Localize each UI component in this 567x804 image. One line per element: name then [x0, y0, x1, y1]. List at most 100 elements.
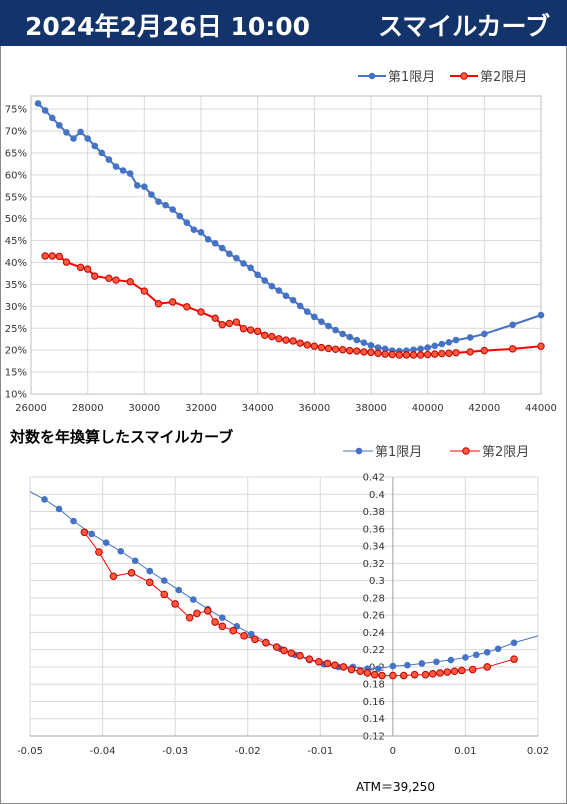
data-point	[254, 271, 261, 279]
x-tick-label: 34000	[242, 403, 274, 414]
data-point	[83, 265, 92, 273]
data-point	[339, 663, 348, 671]
data-point	[126, 278, 134, 286]
data-point	[438, 340, 446, 348]
data-point	[402, 351, 411, 359]
y-tick-label: 0.3	[369, 576, 385, 587]
legend-marker	[355, 447, 363, 455]
data-point	[225, 319, 234, 328]
y-tick-label: 55%	[5, 192, 27, 203]
data-point	[88, 530, 95, 538]
legend-label: 第2限月	[480, 70, 527, 85]
data-point	[424, 344, 431, 351]
data-point	[346, 333, 354, 341]
x-tick-label: 36000	[298, 403, 330, 414]
data-point	[176, 212, 184, 220]
data-point	[240, 260, 247, 267]
data-point	[346, 346, 354, 355]
data-point	[148, 191, 155, 198]
data-point	[183, 303, 191, 311]
data-point	[289, 296, 297, 304]
data-point	[169, 206, 176, 213]
data-point	[318, 318, 325, 325]
y-tick-label: 0.18	[363, 680, 385, 691]
data-point	[119, 167, 127, 174]
data-point	[211, 314, 219, 322]
data-point	[537, 311, 545, 319]
data-point	[431, 350, 439, 358]
data-point	[109, 572, 118, 581]
data-point	[367, 348, 375, 357]
data-point	[510, 639, 518, 647]
data-point	[462, 654, 469, 661]
data-point	[105, 274, 113, 283]
data-point	[112, 163, 120, 170]
data-point	[133, 182, 141, 189]
y-tick-label: 75%	[5, 105, 27, 116]
data-point	[91, 272, 99, 280]
data-point	[141, 183, 148, 191]
data-point	[160, 590, 169, 599]
legend-label: 第1限月	[388, 70, 435, 85]
data-point	[445, 349, 453, 357]
data-point	[193, 609, 201, 618]
data-point	[41, 252, 49, 260]
y-tick-label: 60%	[5, 170, 27, 181]
data-point	[248, 630, 255, 638]
y-tick-label: 0.12	[363, 732, 385, 743]
data-point	[41, 107, 49, 114]
data-point	[282, 336, 290, 344]
data-point	[168, 298, 177, 306]
data-point	[367, 342, 375, 349]
y-tick-label: 0.24	[363, 628, 385, 639]
data-point	[370, 670, 379, 679]
legend-marker	[460, 72, 468, 80]
data-point	[131, 557, 139, 565]
data-point	[452, 349, 460, 357]
data-point	[253, 327, 262, 336]
data-point	[41, 496, 48, 503]
legend-marker	[462, 447, 470, 455]
data-point	[404, 661, 411, 669]
x-tick-label: 26000	[15, 403, 47, 414]
data-point	[91, 142, 99, 150]
data-point	[303, 341, 311, 349]
data-point	[162, 201, 169, 209]
data-point	[275, 287, 283, 294]
data-point	[323, 659, 332, 668]
x-tick-label: -0.01	[307, 746, 333, 757]
x-tick-label: 38000	[355, 403, 387, 414]
x-tick-label: 0	[390, 746, 396, 757]
data-point	[331, 345, 340, 353]
data-point	[421, 670, 430, 679]
data-point	[375, 665, 382, 672]
data-point	[185, 613, 194, 622]
data-point	[303, 308, 311, 315]
y-tick-label: 0.28	[363, 593, 385, 604]
data-point	[204, 236, 212, 243]
data-point	[155, 198, 162, 205]
data-point	[360, 348, 368, 356]
data-point	[140, 287, 149, 295]
data-point	[445, 338, 453, 346]
header-date: 2024年2月26日 10:00	[25, 12, 311, 41]
data-point	[315, 657, 323, 666]
data-point	[473, 651, 480, 659]
data-point	[438, 349, 446, 358]
data-point	[296, 339, 304, 347]
data-point	[332, 326, 339, 334]
log-annualized-smile-chart: -0.05 -0.04 -0.03 -0.02 -0.01 0 0.01 0.02 0.12 0.…	[17, 445, 549, 757]
smile-curve-chart: 26000 28000 30000 32000 34000 36000 38000 40000…	[5, 70, 557, 414]
data-point	[317, 343, 326, 352]
data-point	[399, 671, 408, 680]
data-point	[183, 219, 191, 226]
y-tick-label: 25%	[5, 324, 27, 335]
data-point	[287, 649, 296, 657]
data-point	[218, 321, 226, 329]
x-tick-label: 0.01	[454, 746, 476, 757]
data-point	[55, 252, 64, 261]
y-tick-label: 35%	[5, 280, 27, 291]
series-line	[37, 102, 542, 353]
data-point	[296, 651, 304, 660]
data-point	[381, 345, 389, 353]
